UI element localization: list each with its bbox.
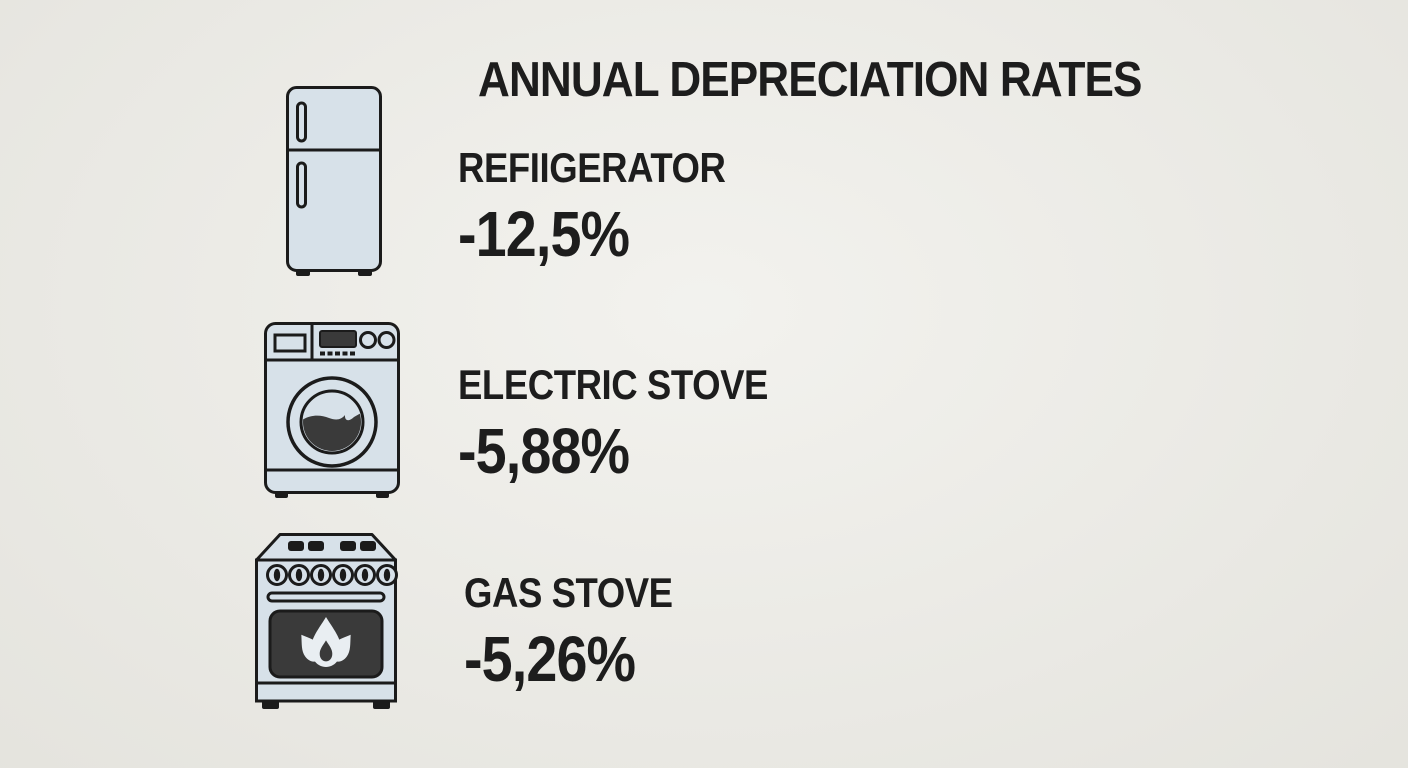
page-title: ANNUAL DEPRECIATION RATES bbox=[478, 53, 1142, 107]
item-value: -5,26% bbox=[464, 623, 636, 695]
item-row-electric-stove: ELECTRIC STOVE -5,88% bbox=[458, 361, 814, 487]
item-value: -5,88% bbox=[458, 415, 630, 487]
item-value: -12,5% bbox=[458, 198, 630, 270]
item-label: REFIIGERATOR bbox=[458, 144, 726, 191]
washing-machine-icon bbox=[262, 320, 402, 502]
item-row-refrigerator: REFIIGERATOR -12,5% bbox=[458, 144, 765, 270]
item-row-gas-stove: GAS STOVE -5,26% bbox=[464, 569, 704, 695]
refrigerator-icon bbox=[284, 84, 384, 280]
gas-stove-icon bbox=[250, 531, 402, 713]
item-label: GAS STOVE bbox=[464, 569, 673, 616]
item-label: ELECTRIC STOVE bbox=[458, 361, 768, 408]
